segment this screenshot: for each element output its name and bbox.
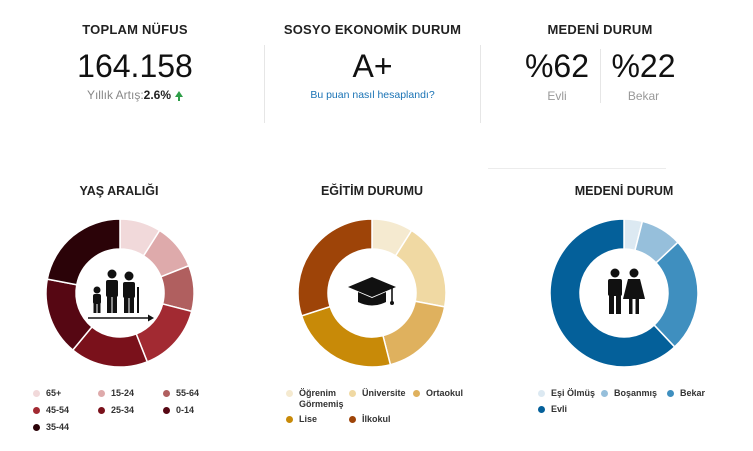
legend-swatch [349,390,356,397]
single-label: Bekar [627,89,660,103]
legend-swatch [33,407,40,414]
growth-value: 2.6% [143,88,172,102]
legend-swatch [98,407,105,414]
legend-swatch [601,390,608,397]
age-donut-chart [45,218,195,368]
legend-label: Üniversite [362,388,406,398]
legend-label: Boşanmış [614,388,658,398]
legend-item: Boşanmış [601,388,657,399]
population-title: TOPLAM NÜFUS [82,22,188,37]
legend-item: 45-54 [33,405,69,416]
legend-item: 65+ [33,388,61,399]
age-chart-title: YAŞ ARALIĞI [79,184,159,198]
legend-label: Lise [299,414,318,424]
legend-label: Eşi Ölmüş [551,388,596,398]
education-donut-chart [297,218,447,368]
legend-swatch [349,416,356,423]
legend-swatch [33,424,40,431]
marital-donut-chart [549,218,699,368]
single-pct: %22 [611,48,676,84]
socio-economic-stat: SOSYO EKONOMİK DURUM A+ Bu puan nasıl he… [275,0,470,101]
legend-item: Eşi Ölmüş [538,388,595,399]
family-icon [88,269,154,322]
married-pct: %62 [524,48,590,84]
legend-swatch [98,390,105,397]
legend-label: Bekar [680,388,706,398]
single-cell: %22 Bekar [600,49,686,103]
legend-swatch [286,390,293,397]
legend-item: İlkokul [349,414,391,425]
divider [264,45,265,123]
legend-item: 0-14 [163,405,194,416]
legend-label: Öğrenim Görmemiş [299,388,344,409]
legend-label: 25-34 [111,405,135,415]
legend-item: Ortaokul [413,388,463,399]
legend-item: 35-44 [33,422,69,433]
legend-label: 55-64 [176,388,200,398]
legend-label: 45-54 [46,405,70,415]
married-cell: %62 Evli [514,49,600,103]
legend-label: 35-44 [46,422,70,432]
legend-item: Öğrenim Görmemiş [286,388,346,410]
legend-item: Bekar [667,388,705,399]
married-label: Evli [547,89,567,103]
legend-swatch [163,407,170,414]
slice-lise[interactable] [300,305,392,368]
socio-value: A+ [352,48,393,84]
legend-swatch [33,390,40,397]
legend-item: 55-64 [163,388,199,399]
divider [480,45,481,123]
age-slices [45,218,195,368]
marital-chart-title: MEDENİ DURUM [574,184,674,198]
population-stat: TOPLAM NÜFUS 164.158 Yıllık Artış:2.6% [30,0,240,102]
legend-swatch [163,390,170,397]
legend-label: Evli [551,404,568,414]
graduation-cap-icon [348,277,396,306]
slice-ilkokul[interactable] [297,218,373,317]
arrow-up-icon [175,91,184,101]
education-chart-title: EĞİTİM DURUMU [320,184,424,198]
divider [488,168,666,169]
marital-stat: MEDENİ DURUM %62 Evli %22 Bekar [500,0,700,103]
legend-item: Lise [286,414,317,425]
legend-swatch [538,406,545,413]
legend-label: 15-24 [111,388,135,398]
legend-item: 25-34 [98,405,134,416]
couple-icon [608,268,645,314]
legend-label: Ortaokul [426,388,464,398]
legend-label: İlkokul [362,414,391,424]
legend-swatch [413,390,420,397]
education-slices [297,218,447,368]
socio-title: SOSYO EKONOMİK DURUM [283,22,462,37]
slice-35-44[interactable] [46,218,121,286]
legend-label: 0-14 [176,405,195,415]
legend-item: 15-24 [98,388,134,399]
slice-evli[interactable] [549,218,676,368]
legend-item: Üniversite [349,388,406,399]
legend-swatch [286,416,293,423]
score-info-link[interactable]: Bu puan nasıl hesaplandı? [310,89,435,101]
slice-ortaokul[interactable] [382,300,446,366]
growth-label: Yıllık Artış: [86,88,144,102]
legend-swatch [538,390,545,397]
legend-label: 65+ [46,388,62,398]
legend-item: Evli [538,404,567,415]
legend-swatch [667,390,674,397]
marital-stat-title: MEDENİ DURUM [547,22,653,37]
population-value: 164.158 [77,48,193,84]
marital-slices [549,218,699,368]
growth-line: Yıllık Artış:2.6% [30,88,240,102]
marital-pct-row: %62 Evli %22 Bekar [500,49,700,103]
